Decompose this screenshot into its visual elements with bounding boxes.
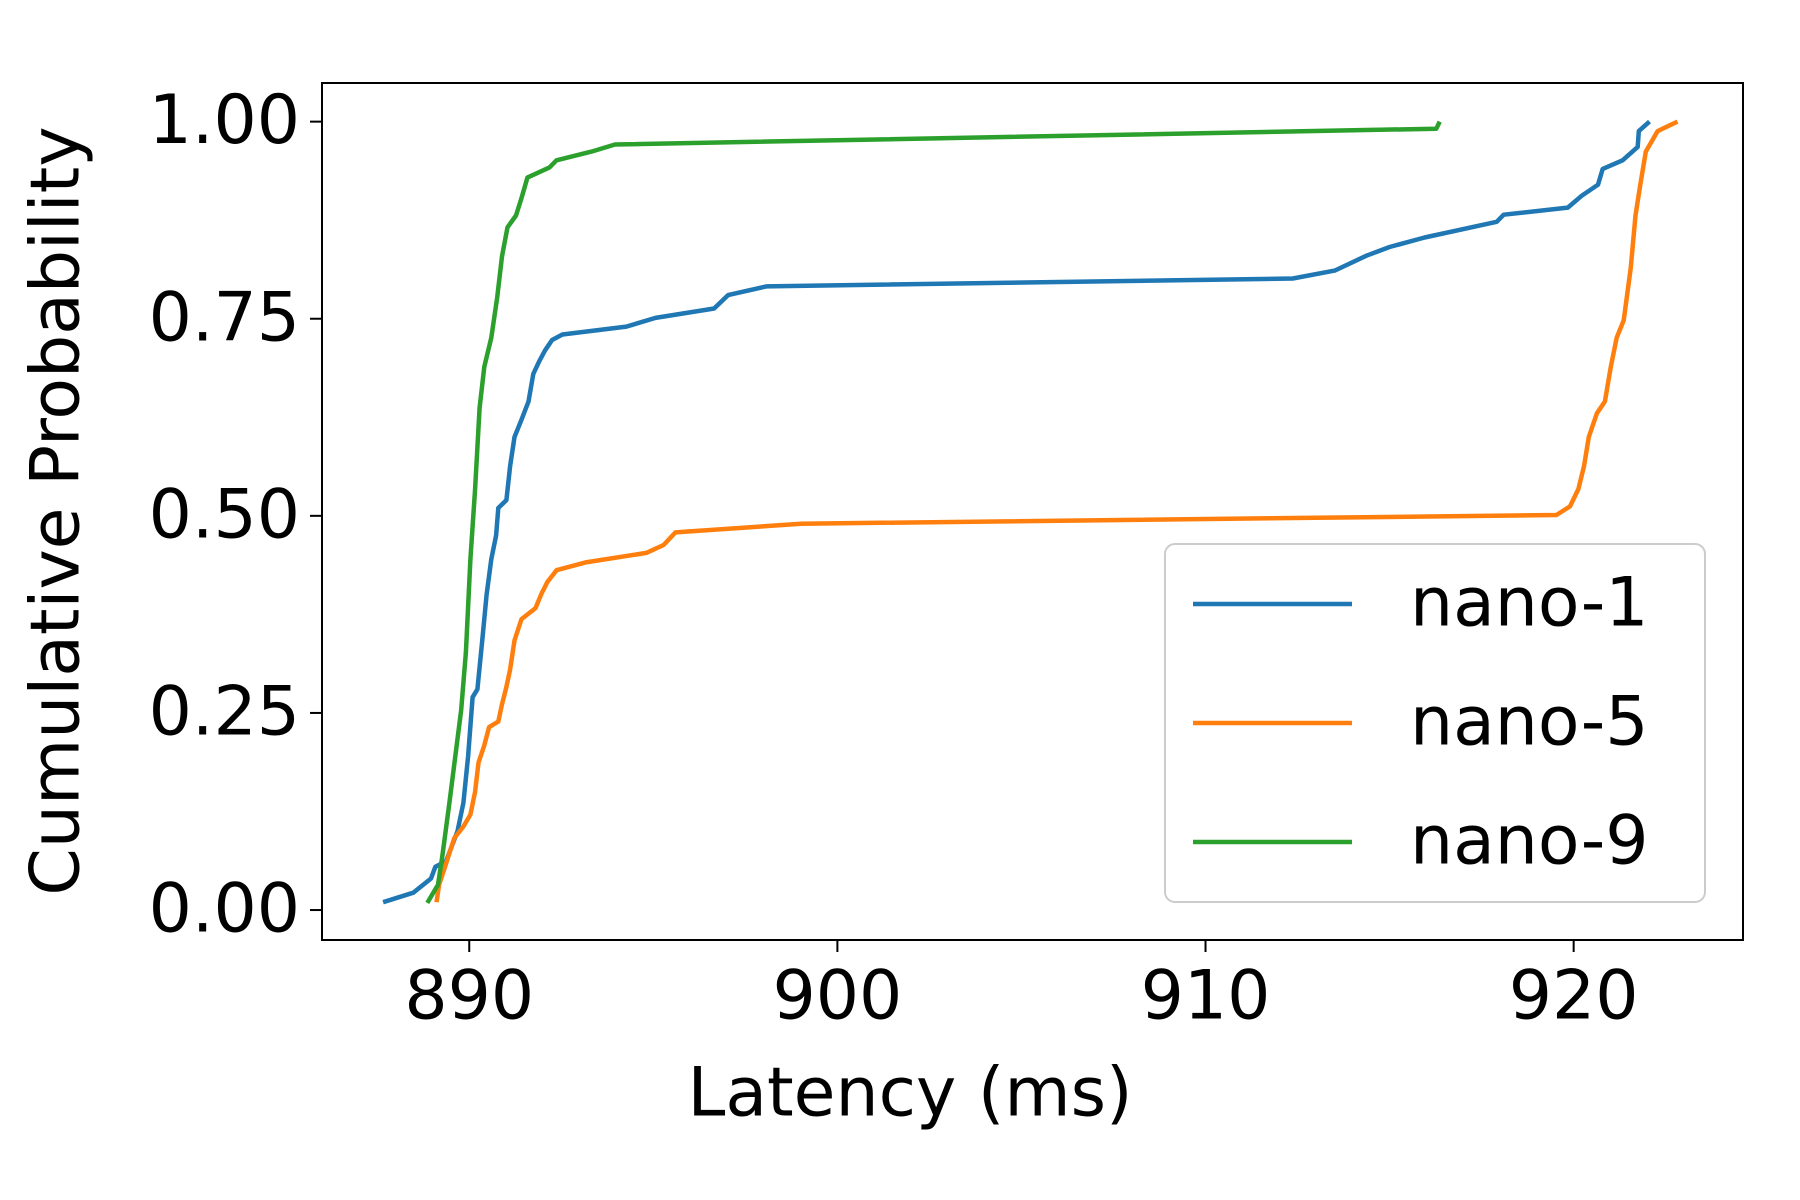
series-line (434, 119, 1679, 903)
y-tick-label: 0.25 (149, 672, 300, 751)
y-tick-label: 0.50 (149, 475, 300, 554)
x-tick-label: 910 (1141, 957, 1271, 1036)
x-axis-label: Latency (ms) (687, 1054, 1132, 1133)
x-tick-label: 900 (772, 957, 902, 1036)
legend-box (1164, 543, 1706, 903)
legend-label: nano-9 (1410, 802, 1649, 881)
y-tick-label: 0.00 (149, 870, 300, 949)
y-tick-label: 0.75 (149, 278, 300, 357)
plot-frame (321, 82, 1744, 941)
y-tick-label: 1.00 (149, 81, 300, 160)
y-axis-label: Cumulative Probability (17, 126, 96, 895)
legend-label: nano-1 (1410, 564, 1649, 643)
x-tick-label: 890 (404, 957, 534, 1036)
series-line (382, 119, 1651, 905)
x-tick-label: 920 (1509, 957, 1639, 1036)
legend-label: nano-5 (1410, 683, 1649, 762)
series-line (425, 120, 1442, 905)
